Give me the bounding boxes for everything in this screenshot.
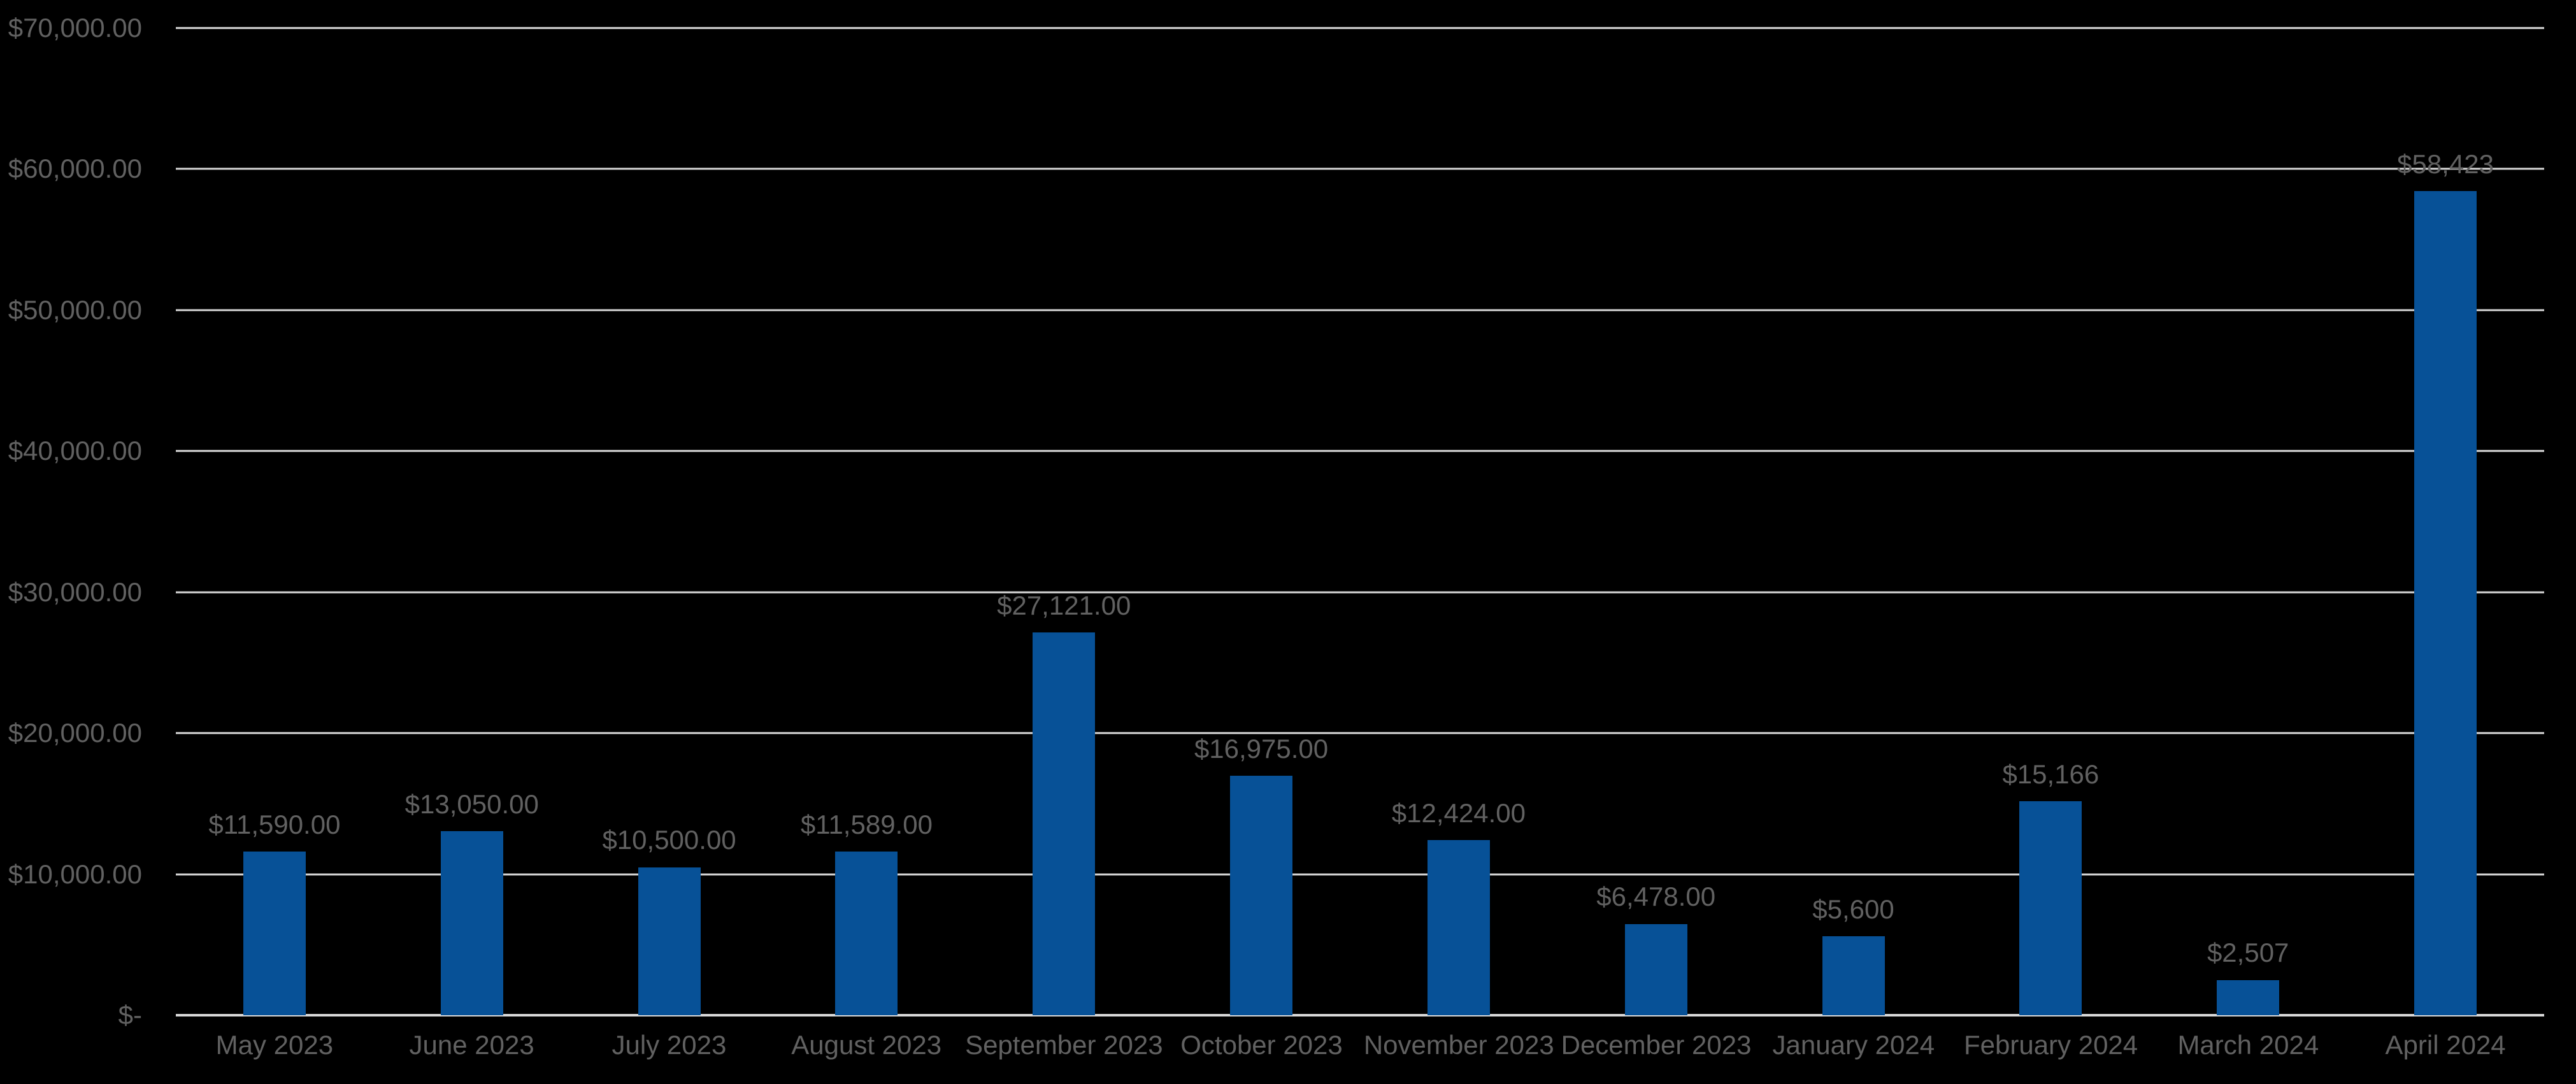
- bar-slot-september-2023: $27,121.00: [965, 28, 1163, 1015]
- bar-slot-may-2023: $11,590.00: [176, 28, 373, 1015]
- bar-march-2024[interactable]: [2217, 980, 2280, 1015]
- data-label-september-2023: $27,121.00: [997, 590, 1131, 621]
- bar-series: $11,590.00 $13,050.00 $10,500.00 $11,589.00…: [176, 28, 2544, 1015]
- data-label-july-2023: $10,500.00: [602, 825, 736, 855]
- x-label-june-2023: June 2023: [409, 1030, 534, 1060]
- bar-slot-january-2024: $5,600: [1755, 28, 1952, 1015]
- x-label-november-2023: November 2023: [1363, 1030, 1554, 1060]
- x-label-october-2023: October 2023: [1180, 1030, 1343, 1060]
- data-label-december-2023: $6,478.00: [1596, 881, 1716, 912]
- bar-slot-august-2023: $11,589.00: [768, 28, 965, 1015]
- gridline-10000: [176, 873, 2544, 876]
- y-tick-label-40000: $40,000.00: [8, 436, 142, 466]
- gridline-20000: [176, 732, 2544, 734]
- data-label-october-2023: $16,975.00: [1194, 733, 1329, 764]
- bar-slot-april-2024: $58,423: [2347, 28, 2544, 1015]
- bar-slot-november-2023: $12,424.00: [1360, 28, 1557, 1015]
- bar-april-2024[interactable]: [2414, 191, 2477, 1015]
- y-tick-label-10000: $10,000.00: [8, 859, 142, 889]
- bar-slot-july-2023: $10,500.00: [571, 28, 768, 1015]
- gridline-0: [176, 1014, 2544, 1016]
- x-label-december-2023: December 2023: [1561, 1030, 1752, 1060]
- y-tick-label-60000: $60,000.00: [8, 153, 142, 184]
- data-label-march-2024: $2,507: [2207, 938, 2289, 968]
- y-tick-label-30000: $30,000.00: [8, 576, 142, 607]
- data-label-june-2023: $13,050.00: [404, 788, 539, 819]
- bar-slot-february-2024: $15,166: [1952, 28, 2149, 1015]
- x-label-january-2024: January 2024: [1772, 1030, 1935, 1060]
- bar-november-2023[interactable]: [1427, 839, 1490, 1015]
- bar-slot-march-2024: $2,507: [2149, 28, 2347, 1015]
- bar-december-2023[interactable]: [1624, 924, 1687, 1015]
- data-label-august-2023: $11,589.00: [800, 809, 933, 840]
- y-tick-label-0: $-: [118, 999, 142, 1030]
- x-label-july-2023: July 2023: [612, 1030, 727, 1060]
- gridline-50000: [176, 309, 2544, 311]
- bar-may-2023[interactable]: [243, 852, 306, 1015]
- data-label-november-2023: $12,424.00: [1391, 797, 1526, 828]
- bar-july-2023[interactable]: [638, 867, 701, 1015]
- y-tick-label-20000: $20,000.00: [8, 718, 142, 748]
- bar-february-2024[interactable]: [2019, 801, 2082, 1015]
- bar-october-2023[interactable]: [1230, 776, 1293, 1015]
- bar-june-2023[interactable]: [440, 831, 503, 1015]
- y-tick-label-70000: $70,000.00: [8, 12, 142, 43]
- data-label-february-2024: $15,166: [2002, 759, 2100, 789]
- gridline-60000: [176, 168, 2544, 170]
- gridline-70000: [176, 27, 2544, 29]
- gridline-40000: [176, 450, 2544, 452]
- bar-january-2024[interactable]: [1822, 936, 1885, 1015]
- x-label-march-2024: March 2024: [2177, 1030, 2319, 1060]
- x-label-september-2023: September 2023: [965, 1030, 1163, 1060]
- x-label-august-2023: August 2023: [791, 1030, 942, 1060]
- data-label-april-2024: $58,423: [2397, 149, 2494, 180]
- bar-august-2023[interactable]: [835, 852, 898, 1015]
- bar-slot-october-2023: $16,975.00: [1163, 28, 1360, 1015]
- bar-slot-december-2023: $6,478.00: [1557, 28, 1755, 1015]
- y-tick-label-50000: $50,000.00: [8, 294, 142, 325]
- x-axis: May 2023 June 2023 July 2023 August 2023 Sep…: [176, 1029, 2544, 1061]
- y-axis: $70,000.00 $60,000.00 $50,000.00 $40,000.00…: [0, 13, 142, 1029]
- data-label-may-2023: $11,590.00: [208, 809, 341, 840]
- x-label-may-2023: May 2023: [215, 1030, 334, 1060]
- gridline-30000: [176, 591, 2544, 594]
- plot-area: $11,590.00 $13,050.00 $10,500.00 $11,589.00…: [176, 27, 2544, 1016]
- bar-slot-june-2023: $13,050.00: [373, 28, 571, 1015]
- bar-september-2023[interactable]: [1033, 632, 1096, 1015]
- data-label-january-2024: $5,600: [1812, 894, 1894, 924]
- x-label-april-2024: April 2024: [2385, 1030, 2506, 1060]
- x-label-february-2024: February 2024: [1963, 1030, 2138, 1060]
